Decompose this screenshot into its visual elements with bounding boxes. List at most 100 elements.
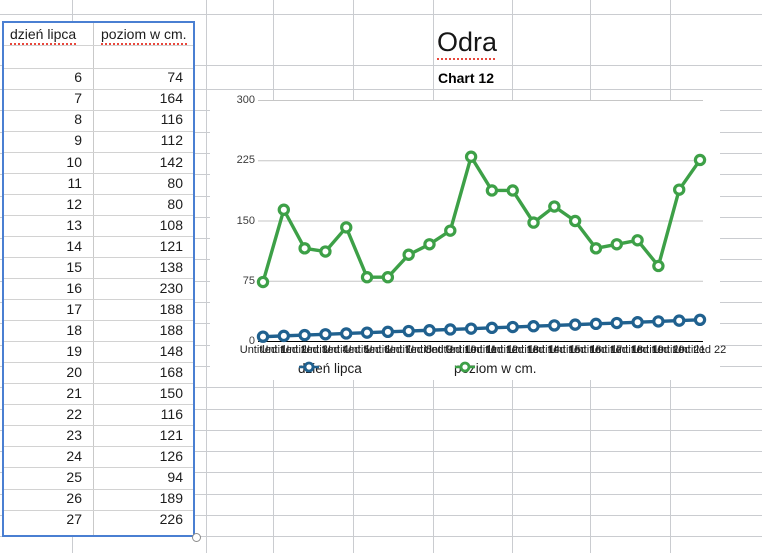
table-cell-level[interactable]: 94 (167, 469, 183, 486)
data-point[interactable] (360, 271, 374, 284)
data-point[interactable] (631, 316, 644, 329)
chart-subtitle-cell[interactable]: Chart 12 (366, 70, 566, 86)
data-point[interactable] (464, 322, 478, 335)
table-cell-level[interactable]: 189 (159, 490, 183, 507)
table-cell-day[interactable]: 17 (66, 300, 82, 317)
table-cell-day[interactable]: 25 (66, 469, 82, 486)
data-point[interactable] (548, 319, 561, 332)
data-point[interactable] (527, 216, 540, 229)
x-axis-category-label: Untitled 14 (507, 344, 560, 356)
data-point[interactable] (340, 327, 353, 340)
table-cell-level[interactable]: 148 (159, 342, 183, 359)
table-cell-day[interactable]: 7 (74, 90, 82, 107)
data-point[interactable] (402, 248, 415, 261)
table-selection-handle[interactable] (192, 533, 201, 542)
data-point[interactable] (360, 326, 374, 339)
data-point[interactable] (256, 275, 270, 289)
table-cell-day[interactable]: 19 (66, 342, 82, 359)
data-point[interactable] (298, 242, 311, 255)
data-point[interactable] (610, 316, 623, 330)
table-cell-level[interactable]: 112 (160, 132, 183, 149)
data-point[interactable] (319, 328, 332, 341)
table-header-day[interactable]: dzień lipca (10, 26, 77, 45)
data-point[interactable] (444, 323, 457, 336)
data-point[interactable] (464, 150, 478, 163)
data-point[interactable] (423, 324, 436, 337)
table-cell-level[interactable]: 108 (159, 216, 183, 233)
table-cell-day[interactable]: 14 (66, 237, 82, 254)
data-point[interactable] (277, 203, 291, 216)
table-cell-day[interactable]: 13 (66, 216, 82, 233)
data-table[interactable]: dzień lipca poziom w cm. 6 74 7 164 8 116 9 112… (2, 21, 195, 537)
data-point[interactable] (548, 200, 561, 213)
table-cell-day[interactable]: 27 (66, 511, 82, 528)
data-point[interactable] (381, 271, 395, 284)
data-point[interactable] (444, 224, 457, 237)
series-line-poziom w cm.[interactable] (261, 155, 702, 283)
table-cell-level[interactable]: 74 (167, 69, 183, 86)
table-cell-level[interactable]: 142 (159, 153, 183, 170)
table-header-level[interactable]: poziom w cm. (101, 26, 187, 45)
data-point[interactable] (277, 329, 291, 343)
table-cell-day[interactable]: 11 (67, 174, 82, 191)
table-cell-day[interactable]: 9 (74, 132, 82, 149)
data-point[interactable] (485, 184, 499, 197)
chart-object[interactable]: 0 75 150 225 300 Untitled 1 Untitled 2 Untitle… (210, 94, 726, 380)
table-cell-day[interactable]: 10 (66, 153, 82, 170)
table-cell-day[interactable]: 22 (66, 406, 82, 423)
data-point[interactable] (652, 315, 665, 328)
table-cell-level[interactable]: 168 (159, 364, 183, 380)
table-cell-level[interactable]: 116 (160, 406, 183, 423)
table-cell-level[interactable]: 116 (160, 111, 183, 128)
data-point[interactable] (610, 238, 623, 251)
table-cell-day[interactable]: 23 (66, 427, 82, 444)
table-cell-day[interactable]: 20 (66, 364, 82, 380)
table-cell-level[interactable]: 226 (159, 511, 183, 528)
data-point[interactable] (693, 153, 707, 167)
data-point[interactable] (631, 234, 644, 247)
legend-item[interactable]: poziom w cm. (454, 360, 537, 376)
table-cell-day[interactable]: 18 (66, 321, 82, 338)
table-cell-level[interactable]: 138 (159, 258, 183, 275)
data-point[interactable] (568, 318, 582, 331)
data-point[interactable] (402, 324, 415, 338)
data-point[interactable] (485, 321, 499, 335)
table-cell-day[interactable]: 15 (66, 258, 82, 275)
data-point[interactable] (589, 317, 603, 331)
table-cell-level[interactable]: 126 (159, 448, 183, 465)
table-cell-level[interactable]: 121 (159, 427, 183, 444)
data-point[interactable] (652, 259, 665, 273)
data-point[interactable] (568, 214, 582, 228)
data-point[interactable] (340, 221, 353, 234)
data-point[interactable] (673, 314, 686, 327)
table-cell-day[interactable]: 26 (66, 490, 82, 507)
data-point[interactable] (256, 330, 270, 343)
data-point[interactable] (319, 245, 332, 258)
table-cell-level[interactable]: 80 (167, 174, 183, 191)
data-point[interactable] (506, 184, 519, 197)
data-point[interactable] (381, 325, 395, 339)
data-point[interactable] (506, 320, 519, 334)
table-cell-level[interactable]: 121 (159, 237, 183, 254)
table-cell-day[interactable]: 8 (74, 111, 82, 128)
data-point[interactable] (423, 238, 436, 251)
table-cell-day[interactable]: 16 (66, 279, 82, 296)
data-point[interactable] (527, 320, 540, 333)
data-point[interactable] (298, 328, 311, 342)
table-cell-level[interactable]: 188 (159, 321, 183, 338)
table-cell-level[interactable]: 188 (159, 300, 183, 317)
data-point[interactable] (693, 313, 707, 327)
chart-title-cell[interactable]: Odra (367, 27, 567, 60)
legend-item[interactable]: dzień lipca (298, 360, 362, 376)
table-cell-level[interactable]: 164 (159, 90, 183, 107)
series-line-dzień lipca[interactable] (262, 318, 701, 339)
data-point[interactable] (589, 242, 603, 255)
table-cell-day[interactable]: 12 (66, 195, 82, 212)
table-cell-level[interactable]: 150 (159, 385, 183, 402)
table-cell-level[interactable]: 230 (159, 279, 183, 296)
table-cell-day[interactable]: 24 (66, 448, 82, 465)
table-cell-day[interactable]: 6 (74, 69, 82, 86)
data-point[interactable] (673, 183, 686, 196)
table-cell-day[interactable]: 21 (66, 385, 82, 402)
table-cell-level[interactable]: 80 (167, 195, 183, 212)
